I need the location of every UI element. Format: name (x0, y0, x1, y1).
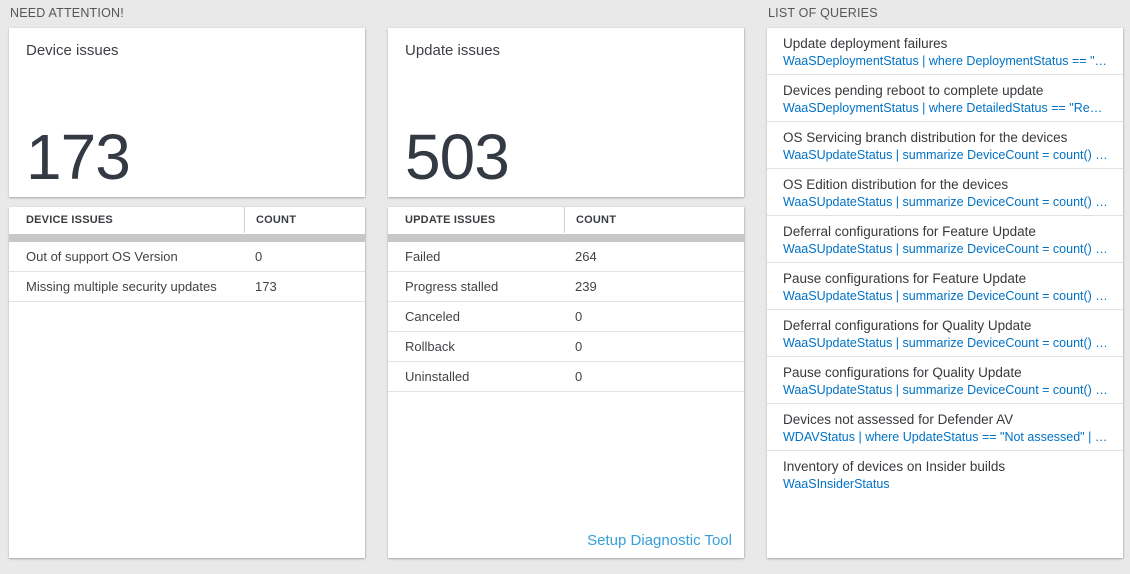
query-title: Pause configurations for Feature Update (783, 271, 1027, 286)
query-item[interactable]: OS Edition distribution for the devices … (767, 169, 1123, 216)
query-text: WaaSUpdateStatus | summarize DeviceCount… (783, 336, 1109, 350)
query-title: Deferral configurations for Feature Upda… (783, 224, 1036, 239)
row-label: Progress stalled (405, 279, 499, 294)
query-text: WaaSUpdateStatus | summarize DeviceCount… (783, 195, 1109, 209)
query-text: WaaSUpdateStatus | summarize DeviceCount… (783, 383, 1109, 397)
query-item[interactable]: Pause configurations for Feature Update … (767, 263, 1123, 310)
row-count: 239 (575, 279, 597, 294)
device-issues-column: Device issues 173 DEVICE ISSUES COUNT Ou… (9, 28, 365, 558)
update-issues-tile-title: Update issues (405, 42, 501, 59)
column-header-update-issues: UPDATE ISSUES (405, 214, 496, 226)
need-attention-section: NEED ATTENTION! Device issues 173 DEVICE… (9, 4, 744, 558)
queries-panel: Update deployment failures WaaSDeploymen… (767, 28, 1123, 558)
row-count: 264 (575, 249, 597, 264)
column-header-count: COUNT (244, 207, 365, 233)
horizontal-scrollbar[interactable] (388, 234, 744, 242)
device-issues-count-value: 173 (26, 121, 131, 194)
update-issues-table: UPDATE ISSUES COUNT Failed 264 Progress … (388, 207, 744, 558)
row-label: Missing multiple security updates (26, 279, 217, 294)
device-issues-table-header: DEVICE ISSUES COUNT (9, 207, 365, 233)
table-row[interactable]: Out of support OS Version 0 (9, 242, 365, 272)
query-text: WaaSDeploymentStatus | where DetailedSta… (783, 101, 1109, 115)
row-count: 0 (575, 369, 583, 384)
device-issues-table: DEVICE ISSUES COUNT Out of support OS Ve… (9, 207, 365, 558)
column-header-count: COUNT (564, 207, 744, 233)
query-item[interactable]: Deferral configurations for Quality Upda… (767, 310, 1123, 357)
query-item[interactable]: Devices pending reboot to complete updat… (767, 75, 1123, 122)
query-item[interactable]: Deferral configurations for Feature Upda… (767, 216, 1123, 263)
query-title: Update deployment failures (783, 36, 948, 51)
setup-diagnostic-tool-link[interactable]: Setup Diagnostic Tool (587, 532, 732, 549)
row-label: Failed (405, 249, 441, 264)
table-row[interactable]: Failed 264 (388, 242, 744, 272)
table-row[interactable]: Rollback 0 (388, 332, 744, 362)
row-count: 0 (575, 309, 583, 324)
row-count: 173 (255, 279, 277, 294)
row-label: Uninstalled (405, 369, 470, 384)
row-label: Out of support OS Version (26, 249, 178, 264)
column-header-device-issues: DEVICE ISSUES (26, 214, 113, 226)
query-title: Inventory of devices on Insider builds (783, 459, 1006, 474)
table-row[interactable]: Uninstalled 0 (388, 362, 744, 392)
update-issues-tile[interactable]: Update issues 503 (388, 28, 744, 197)
device-issues-tile-title: Device issues (26, 42, 119, 59)
section-title-list-of-queries: LIST OF QUERIES (768, 6, 878, 20)
horizontal-scrollbar[interactable] (9, 234, 365, 242)
query-item[interactable]: Update deployment failures WaaSDeploymen… (767, 28, 1123, 75)
query-title: Deferral configurations for Quality Upda… (783, 318, 1032, 333)
table-row[interactable]: Canceled 0 (388, 302, 744, 332)
query-title: Pause configurations for Quality Update (783, 365, 1022, 380)
query-item[interactable]: Pause configurations for Quality Update … (767, 357, 1123, 404)
update-issues-count-value: 503 (405, 121, 510, 194)
query-text: WaaSUpdateStatus | summarize DeviceCount… (783, 289, 1109, 303)
row-count: 0 (255, 249, 263, 264)
row-label: Canceled (405, 309, 460, 324)
query-text: WDAVStatus | where UpdateStatus == "Not … (783, 430, 1109, 444)
section-title-need-attention: NEED ATTENTION! (10, 6, 124, 20)
table-row[interactable]: Progress stalled 239 (388, 272, 744, 302)
device-issues-tile[interactable]: Device issues 173 (9, 28, 365, 197)
query-title: OS Edition distribution for the devices (783, 177, 1009, 192)
table-row[interactable]: Missing multiple security updates 173 (9, 272, 365, 302)
query-item[interactable]: Inventory of devices on Insider builds W… (767, 451, 1123, 558)
update-issues-column: Update issues 503 UPDATE ISSUES COUNT Fa… (388, 28, 744, 558)
update-issues-table-header: UPDATE ISSUES COUNT (388, 207, 744, 233)
list-of-queries-section: LIST OF QUERIES Update deployment failur… (767, 4, 1123, 558)
row-label: Rollback (405, 339, 455, 354)
query-text: WaaSUpdateStatus | summarize DeviceCount… (783, 242, 1109, 256)
query-title: Devices pending reboot to complete updat… (783, 83, 1044, 98)
row-count: 0 (575, 339, 583, 354)
query-title: OS Servicing branch distribution for the… (783, 130, 1068, 145)
query-item[interactable]: OS Servicing branch distribution for the… (767, 122, 1123, 169)
query-text: WaaSInsiderStatus (783, 477, 890, 491)
query-item[interactable]: Devices not assessed for Defender AV WDA… (767, 404, 1123, 451)
query-text: WaaSUpdateStatus | summarize DeviceCount… (783, 148, 1109, 162)
query-text: WaaSDeploymentStatus | where DeploymentS… (783, 54, 1109, 68)
query-title: Devices not assessed for Defender AV (783, 412, 1014, 427)
